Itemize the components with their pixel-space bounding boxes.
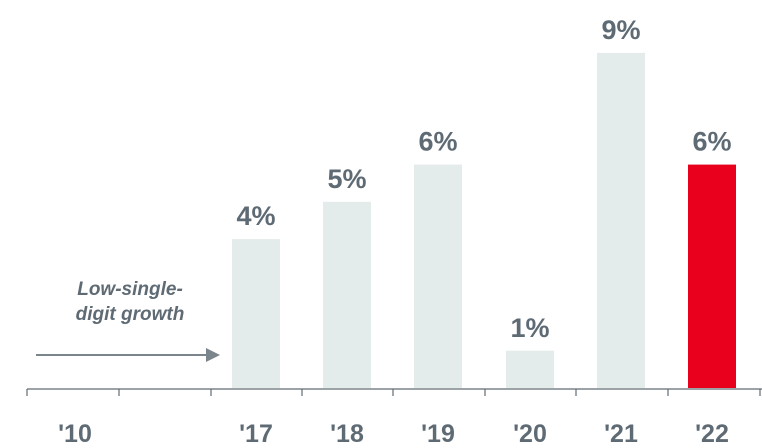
x-axis-tick-labels: '10 '17 '18 '19 '20 '21 '22 bbox=[58, 420, 729, 448]
data-label-17: 4% bbox=[236, 201, 275, 231]
bar-18 bbox=[323, 201, 371, 388]
growth-arrow bbox=[36, 348, 220, 362]
bar-19 bbox=[414, 164, 462, 388]
annotation-line-2: digit growth bbox=[75, 304, 185, 325]
data-label-19: 6% bbox=[418, 127, 457, 157]
data-label-18: 5% bbox=[327, 164, 366, 194]
tick-label-21: '21 bbox=[604, 420, 638, 448]
tick-label-18: '18 bbox=[330, 420, 364, 448]
data-label-22: 6% bbox=[692, 127, 731, 157]
x-axis-ticks bbox=[26, 389, 761, 396]
data-label-20: 1% bbox=[510, 313, 549, 343]
tick-label-22: '22 bbox=[695, 420, 729, 448]
bar-21 bbox=[597, 52, 645, 388]
tick-label-19: '19 bbox=[421, 420, 455, 448]
bar-22 bbox=[688, 164, 736, 388]
data-labels-group: 4% 5% 6% 1% 9% 6% bbox=[236, 15, 731, 343]
bar-20 bbox=[506, 350, 554, 388]
data-label-21: 9% bbox=[601, 15, 640, 45]
annotation-low-single-digit-growth: Low-single- digit growth bbox=[30, 277, 230, 327]
tick-label-20: '20 bbox=[513, 420, 547, 448]
tick-label-10: '10 bbox=[58, 420, 92, 448]
tick-label-17: '17 bbox=[239, 420, 273, 448]
growth-arrow-head bbox=[206, 348, 220, 362]
bar-17 bbox=[232, 239, 280, 388]
bars-group bbox=[232, 52, 736, 388]
annotation-line-1: Low-single- bbox=[77, 279, 183, 300]
